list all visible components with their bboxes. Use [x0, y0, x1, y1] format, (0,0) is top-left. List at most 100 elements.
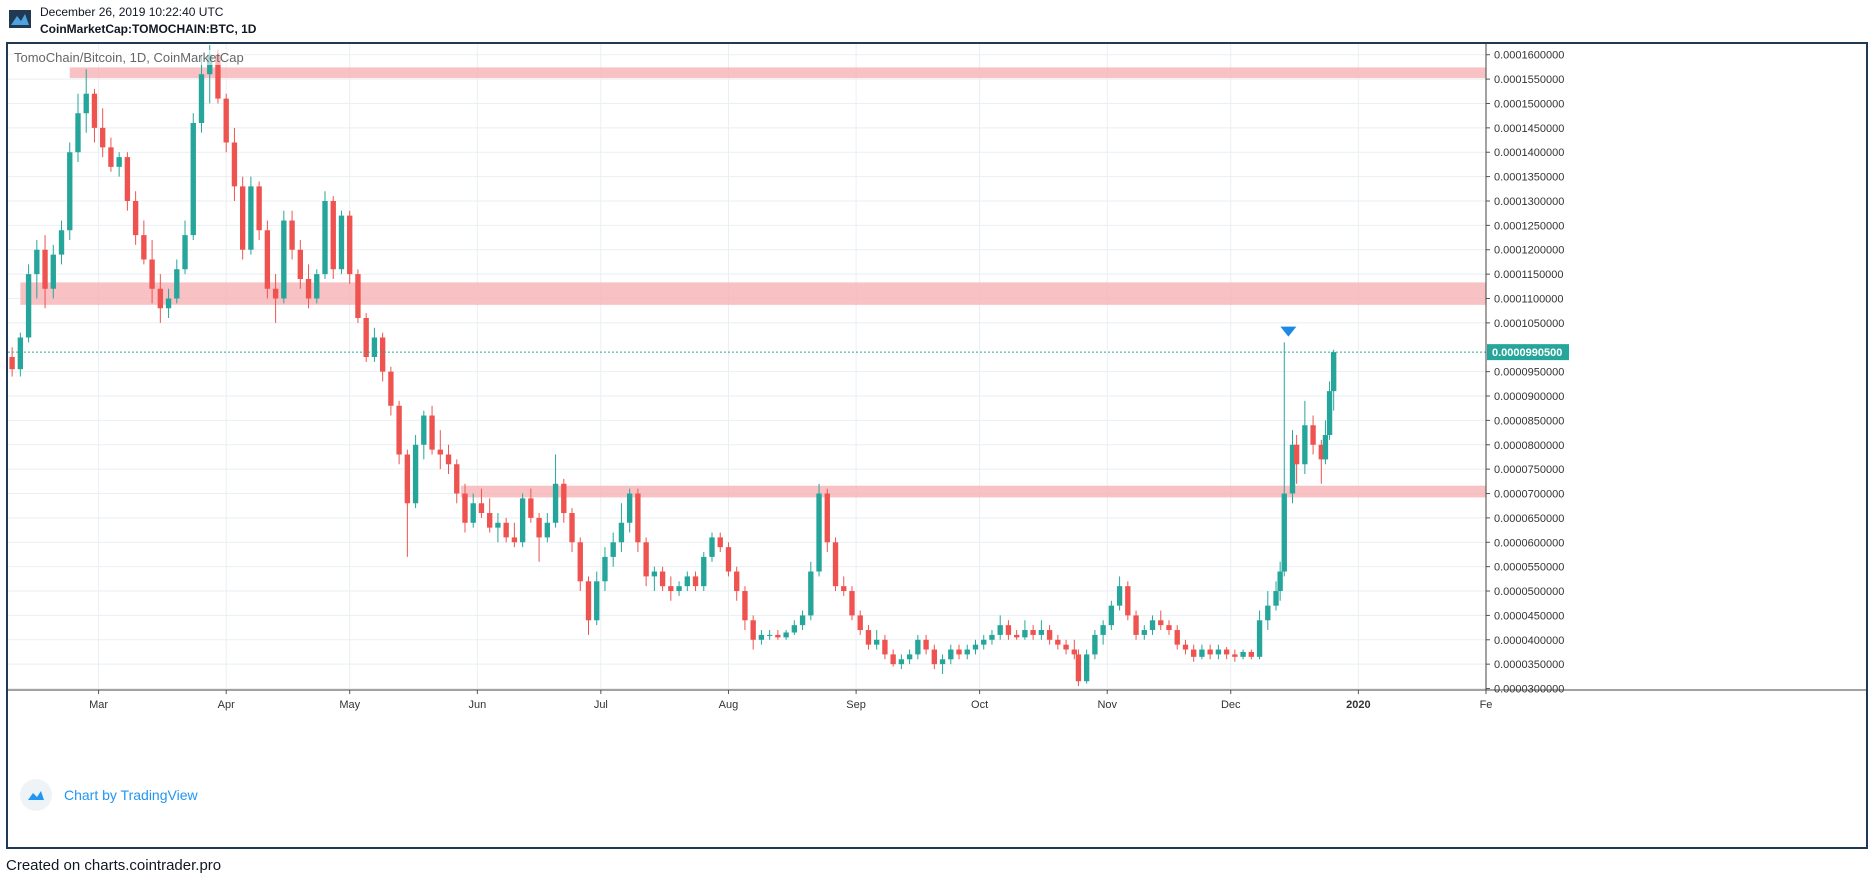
- candle: [198, 54, 205, 133]
- candle-body: [421, 415, 427, 445]
- candle-body: [544, 522, 551, 538]
- candle-body: [1302, 425, 1308, 465]
- candle: [717, 532, 723, 553]
- candle-body: [141, 235, 147, 260]
- candle-body: [890, 654, 896, 665]
- candle-body: [1063, 644, 1069, 650]
- candle: [289, 210, 295, 260]
- candle: [602, 547, 608, 592]
- y-tick-label: 0.0000650000: [1494, 513, 1564, 525]
- candle-body: [338, 215, 345, 270]
- candle: [511, 522, 518, 548]
- candle-body: [734, 571, 740, 592]
- candles: [9, 44, 1337, 687]
- candle: [17, 332, 24, 377]
- candle: [58, 220, 65, 265]
- candle: [239, 176, 246, 260]
- candle: [42, 235, 48, 309]
- tradingview-attribution-text: Chart by TradingView: [64, 787, 198, 803]
- x-tick-label: Fe: [1480, 699, 1493, 711]
- candle-body: [841, 586, 847, 592]
- y-tick-label: 0.0001150000: [1494, 269, 1564, 281]
- candle-body: [1281, 493, 1287, 572]
- candle-body: [330, 200, 336, 270]
- chart-legend-title: TomoChain/Bitcoin, 1D, CoinMarketCap: [14, 50, 244, 65]
- candle: [1055, 634, 1061, 650]
- candle-body: [1318, 444, 1324, 460]
- x-tick-label: Nov: [1097, 699, 1117, 711]
- candle: [503, 517, 509, 543]
- candle: [939, 654, 946, 674]
- x-tick-label: Jun: [468, 699, 486, 711]
- y-tick-label: 0.0001300000: [1494, 196, 1564, 208]
- candle-body: [775, 634, 781, 638]
- candle: [1326, 381, 1333, 440]
- y-tick-label: 0.0001500000: [1494, 98, 1564, 110]
- candle-body: [124, 157, 131, 201]
- candle-body: [495, 522, 501, 528]
- candle-body: [742, 591, 748, 621]
- candle: [594, 571, 600, 626]
- price-chart[interactable]: 0.0000990500 0.00016000000.00015500000.0…: [8, 44, 1866, 847]
- candle: [758, 630, 765, 645]
- candle-body: [651, 571, 658, 577]
- candle-body: [272, 288, 279, 299]
- candle-body: [1182, 644, 1189, 650]
- candle-body: [355, 274, 361, 319]
- candle-body: [1223, 649, 1230, 655]
- candle-body: [108, 147, 114, 167]
- candle: [34, 239, 40, 299]
- candle: [25, 264, 32, 343]
- candle: [1174, 625, 1180, 650]
- candle: [659, 566, 666, 592]
- x-tick-label: Mar: [89, 699, 108, 711]
- candle-body: [964, 649, 970, 655]
- tradingview-attribution[interactable]: Chart by TradingView: [20, 779, 198, 811]
- candle: [1199, 644, 1205, 660]
- candle-body: [972, 644, 979, 650]
- chart-panel[interactable]: 0.0000990500 0.0001600000 0.0001550000 0.0…: [6, 42, 1868, 849]
- candle: [363, 313, 369, 362]
- candle: [1318, 439, 1324, 484]
- candle: [775, 630, 781, 640]
- candle: [643, 537, 649, 587]
- candle-body: [766, 634, 773, 636]
- candle-body: [783, 632, 789, 638]
- candle: [157, 274, 164, 323]
- candle-body: [882, 639, 888, 655]
- signal-marker-icon: [1280, 326, 1297, 337]
- candle-body: [874, 639, 880, 645]
- candle-body: [289, 220, 295, 250]
- candle-body: [1232, 654, 1238, 657]
- y-tick-label: 0.0001100000: [1494, 293, 1564, 305]
- y-tick-label: 0.0000600000: [1494, 537, 1564, 549]
- candle-body: [215, 54, 221, 99]
- candle: [322, 191, 328, 279]
- candle-body: [725, 547, 732, 572]
- candle: [116, 152, 122, 177]
- candle: [709, 532, 715, 562]
- candle-body: [750, 620, 756, 640]
- candle: [832, 537, 839, 592]
- candle-body: [1125, 586, 1131, 616]
- candle: [989, 630, 995, 645]
- chart-header: December 26, 2019 10:22:40 UTC CoinMarke…: [0, 0, 1874, 40]
- candle-body: [132, 200, 139, 236]
- y-tick-label: 0.0001450000: [1494, 123, 1564, 135]
- candle-body: [1100, 625, 1106, 635]
- candle: [281, 210, 287, 304]
- candle-body: [684, 576, 690, 587]
- candle: [1310, 415, 1316, 455]
- candle: [495, 513, 501, 543]
- candle: [1046, 625, 1053, 645]
- candle-body: [1038, 630, 1045, 635]
- candle-body: [799, 615, 806, 626]
- candle: [956, 644, 962, 660]
- candle-body: [1256, 620, 1263, 657]
- candle-body: [478, 503, 485, 514]
- resistance-zones: [20, 67, 1487, 498]
- candle-body: [17, 337, 24, 370]
- candle-body: [676, 586, 682, 592]
- candle: [972, 639, 979, 655]
- candle: [734, 566, 740, 601]
